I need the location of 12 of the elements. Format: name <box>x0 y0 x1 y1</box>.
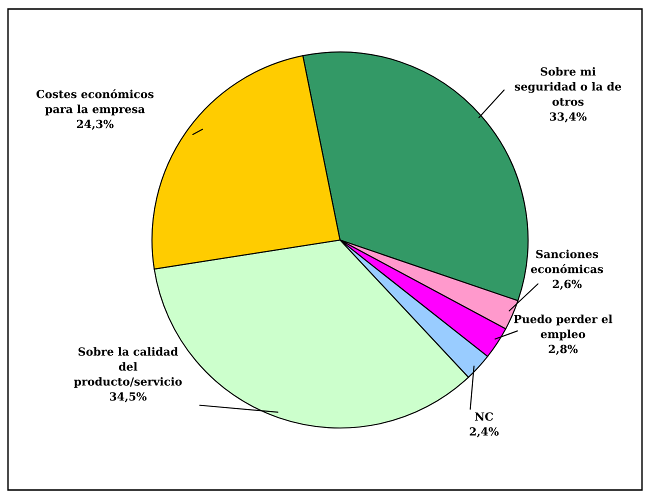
data-label: 24,3% <box>76 120 114 130</box>
slice-label: Sanciones económicas <box>530 250 604 274</box>
slice-label: NC <box>474 412 493 421</box>
data-label: 2,8% <box>548 344 578 355</box>
data-label: 34,5% <box>110 392 147 402</box>
slice-label: Sobre la calidad del producto/servicio <box>74 347 182 388</box>
slice-label: Puedo perder el empleo <box>514 314 612 340</box>
data-label: 33,4% <box>550 112 587 122</box>
data-label: 2,4% <box>470 427 499 438</box>
data-label: 2,6% <box>552 280 582 290</box>
slice-label: Sobre mi seguridad o la de otros <box>514 67 622 106</box>
slice-label: Costes económicos para la empresa <box>36 89 154 116</box>
